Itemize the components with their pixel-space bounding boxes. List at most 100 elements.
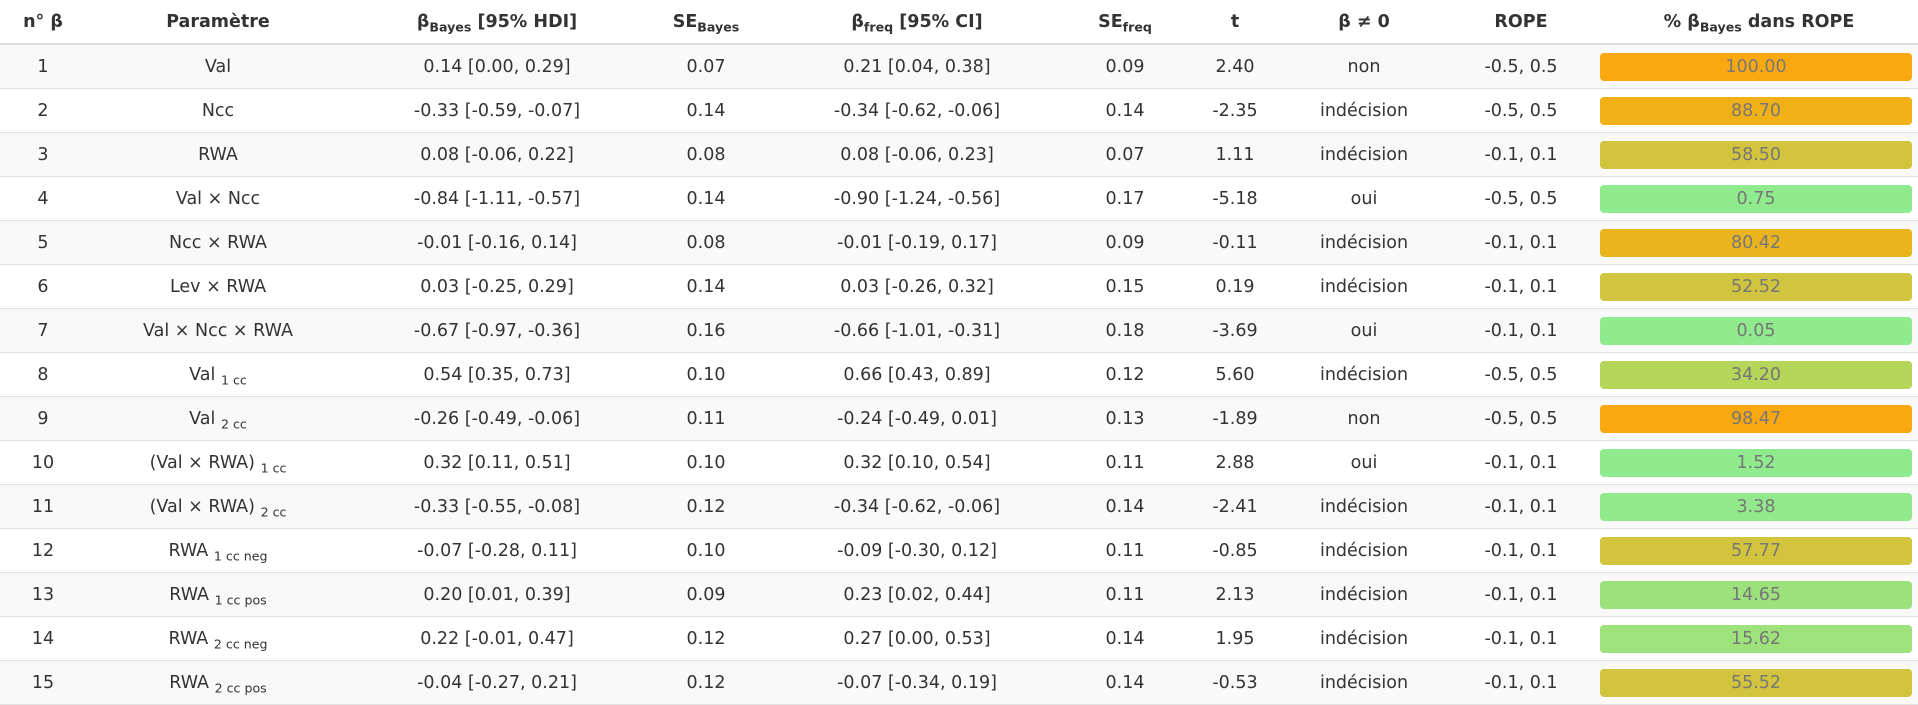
- cell-parametre: RWA 2 cc neg: [86, 616, 350, 661]
- cell-rope: -0.5, 0.5: [1442, 44, 1600, 89]
- cell-pct-rope: 1.52: [1600, 440, 1918, 485]
- parametre-subscript: 1 cc pos: [214, 591, 267, 607]
- pct-rope-badge: 55.52: [1600, 668, 1912, 697]
- cell-beta-freq: -0.34 [-0.62, -0.06]: [768, 484, 1066, 529]
- cell-se-bayes: 0.12: [644, 660, 768, 705]
- header-beta-freq-sub: freq: [863, 18, 894, 34]
- cell-t: 2.88: [1184, 440, 1286, 485]
- cell-se-freq: 0.09: [1066, 220, 1184, 265]
- cell-beta-freq: 0.23 [0.02, 0.44]: [768, 572, 1066, 617]
- pct-rope-badge: 98.47: [1600, 404, 1912, 433]
- cell-rope: -0.1, 0.1: [1442, 616, 1600, 661]
- cell-pct-rope: 58.50: [1600, 132, 1918, 177]
- cell-beta-bayes: -0.33 [-0.59, -0.07]: [350, 88, 644, 133]
- cell-beta-bayes: -0.26 [-0.49, -0.06]: [350, 396, 644, 441]
- parametre-name: Val: [189, 408, 216, 429]
- cell-parametre: RWA 1 cc neg: [86, 528, 350, 573]
- cell-decision: indécision: [1286, 220, 1442, 265]
- parametre-subscript: 1 cc: [220, 371, 247, 387]
- cell-pct-rope: 0.75: [1600, 176, 1918, 221]
- cell-t: -0.53: [1184, 660, 1286, 705]
- table-row: 7 Val × Ncc × RWA -0.67 [-0.97, -0.36] 0.16…: [0, 308, 1918, 353]
- cell-decision: oui: [1286, 308, 1442, 353]
- header-beta-bayes-sub: Bayes: [429, 18, 472, 34]
- cell-beta-freq: -0.07 [-0.34, 0.19]: [768, 660, 1066, 705]
- cell-se-freq: 0.11: [1066, 528, 1184, 573]
- header-se-bayes-main: SE: [672, 11, 698, 32]
- cell-n-beta: 9: [0, 396, 86, 441]
- table-row: 5 Ncc × RWA -0.01 [-0.16, 0.14] 0.08 -0.01 […: [0, 220, 1918, 265]
- parametre-name: Val × Ncc: [175, 188, 261, 209]
- cell-se-bayes: 0.14: [644, 176, 768, 221]
- cell-rope: -0.1, 0.1: [1442, 572, 1600, 617]
- cell-t: 2.13: [1184, 572, 1286, 617]
- header-t: t: [1184, 0, 1286, 45]
- cell-decision: non: [1286, 44, 1442, 89]
- cell-beta-bayes: -0.04 [-0.27, 0.21]: [350, 660, 644, 705]
- cell-n-beta: 13: [0, 572, 86, 617]
- parametre-name: RWA: [198, 144, 238, 165]
- header-se-bayes: SEBayes: [644, 0, 768, 45]
- cell-pct-rope: 15.62: [1600, 616, 1918, 661]
- cell-parametre: Ncc: [86, 88, 350, 133]
- cell-parametre: Val × Ncc × RWA: [86, 308, 350, 353]
- cell-beta-bayes: 0.14 [0.00, 0.29]: [350, 44, 644, 89]
- cell-se-freq: 0.14: [1066, 616, 1184, 661]
- header-rope: ROPE: [1442, 0, 1600, 45]
- cell-t: -0.11: [1184, 220, 1286, 265]
- pct-rope-badge: 58.50: [1600, 140, 1912, 169]
- cell-beta-bayes: -0.33 [-0.55, -0.08]: [350, 484, 644, 529]
- cell-decision: indécision: [1286, 264, 1442, 309]
- pct-rope-badge: 0.75: [1600, 184, 1912, 213]
- header-beta-freq-main: β: [851, 11, 864, 32]
- parametre-subscript: 2 cc neg: [213, 635, 268, 651]
- cell-n-beta: 4: [0, 176, 86, 221]
- cell-pct-rope: 3.38: [1600, 484, 1918, 529]
- cell-beta-bayes: 0.08 [-0.06, 0.22]: [350, 132, 644, 177]
- cell-parametre: Lev × RWA: [86, 264, 350, 309]
- table-row: 14 RWA 2 cc neg 0.22 [-0.01, 0.47] 0.12 0.27…: [0, 616, 1918, 661]
- cell-se-bayes: 0.16: [644, 308, 768, 353]
- cell-parametre: (Val × RWA) 1 cc: [86, 440, 350, 485]
- cell-decision: indécision: [1286, 616, 1442, 661]
- table-row: 15 RWA 2 cc pos -0.04 [-0.27, 0.21] 0.12 -0.…: [0, 660, 1918, 705]
- cell-decision: indécision: [1286, 352, 1442, 397]
- parametre-name: Ncc: [201, 100, 235, 121]
- cell-t: -2.35: [1184, 88, 1286, 133]
- cell-n-beta: 12: [0, 528, 86, 573]
- pct-rope-badge: 100.00: [1600, 52, 1912, 81]
- cell-t: 2.40: [1184, 44, 1286, 89]
- cell-decision: indécision: [1286, 528, 1442, 573]
- table-row: 6 Lev × RWA 0.03 [-0.25, 0.29] 0.14 0.03 [-0…: [0, 264, 1918, 309]
- cell-beta-freq: 0.27 [0.00, 0.53]: [768, 616, 1066, 661]
- cell-se-freq: 0.07: [1066, 132, 1184, 177]
- cell-n-beta: 5: [0, 220, 86, 265]
- cell-decision: indécision: [1286, 484, 1442, 529]
- cell-se-bayes: 0.10: [644, 440, 768, 485]
- cell-rope: -0.1, 0.1: [1442, 132, 1600, 177]
- header-beta-ne-0: β ≠ 0: [1286, 0, 1442, 45]
- cell-decision: indécision: [1286, 88, 1442, 133]
- cell-beta-freq: 0.66 [0.43, 0.89]: [768, 352, 1066, 397]
- cell-rope: -0.1, 0.1: [1442, 220, 1600, 265]
- cell-se-freq: 0.11: [1066, 440, 1184, 485]
- cell-beta-freq: 0.08 [-0.06, 0.23]: [768, 132, 1066, 177]
- cell-se-freq: 0.12: [1066, 352, 1184, 397]
- parametre-name: RWA: [169, 584, 210, 605]
- cell-parametre: Val × Ncc: [86, 176, 350, 221]
- cell-se-bayes: 0.09: [644, 572, 768, 617]
- cell-se-freq: 0.18: [1066, 308, 1184, 353]
- cell-beta-bayes: 0.32 [0.11, 0.51]: [350, 440, 644, 485]
- cell-se-freq: 0.14: [1066, 660, 1184, 705]
- header-row: n° β Paramètre βBayes [95% HDI] SEBayes …: [0, 0, 1918, 45]
- parametre-subscript: 1 cc: [260, 459, 287, 475]
- cell-beta-freq: -0.90 [-1.24, -0.56]: [768, 176, 1066, 221]
- cell-se-freq: 0.13: [1066, 396, 1184, 441]
- cell-rope: -0.1, 0.1: [1442, 528, 1600, 573]
- cell-decision: indécision: [1286, 132, 1442, 177]
- table-row: 1 Val 0.14 [0.00, 0.29] 0.07 0.21 [0.04, 0.3…: [0, 44, 1918, 89]
- parametre-subscript: 2 cc: [220, 415, 247, 431]
- cell-rope: -0.1, 0.1: [1442, 440, 1600, 485]
- pct-rope-badge: 57.77: [1600, 536, 1912, 565]
- cell-parametre: RWA 1 cc pos: [86, 572, 350, 617]
